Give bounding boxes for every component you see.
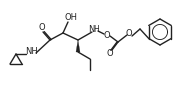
Text: NH: NH	[25, 48, 37, 56]
Polygon shape	[76, 40, 80, 52]
Text: O: O	[107, 49, 113, 59]
Text: O: O	[104, 32, 110, 40]
Text: N: N	[88, 24, 94, 34]
Text: O: O	[39, 23, 45, 32]
Text: OH: OH	[65, 13, 78, 23]
Text: O: O	[126, 29, 132, 39]
Text: H: H	[93, 24, 99, 34]
